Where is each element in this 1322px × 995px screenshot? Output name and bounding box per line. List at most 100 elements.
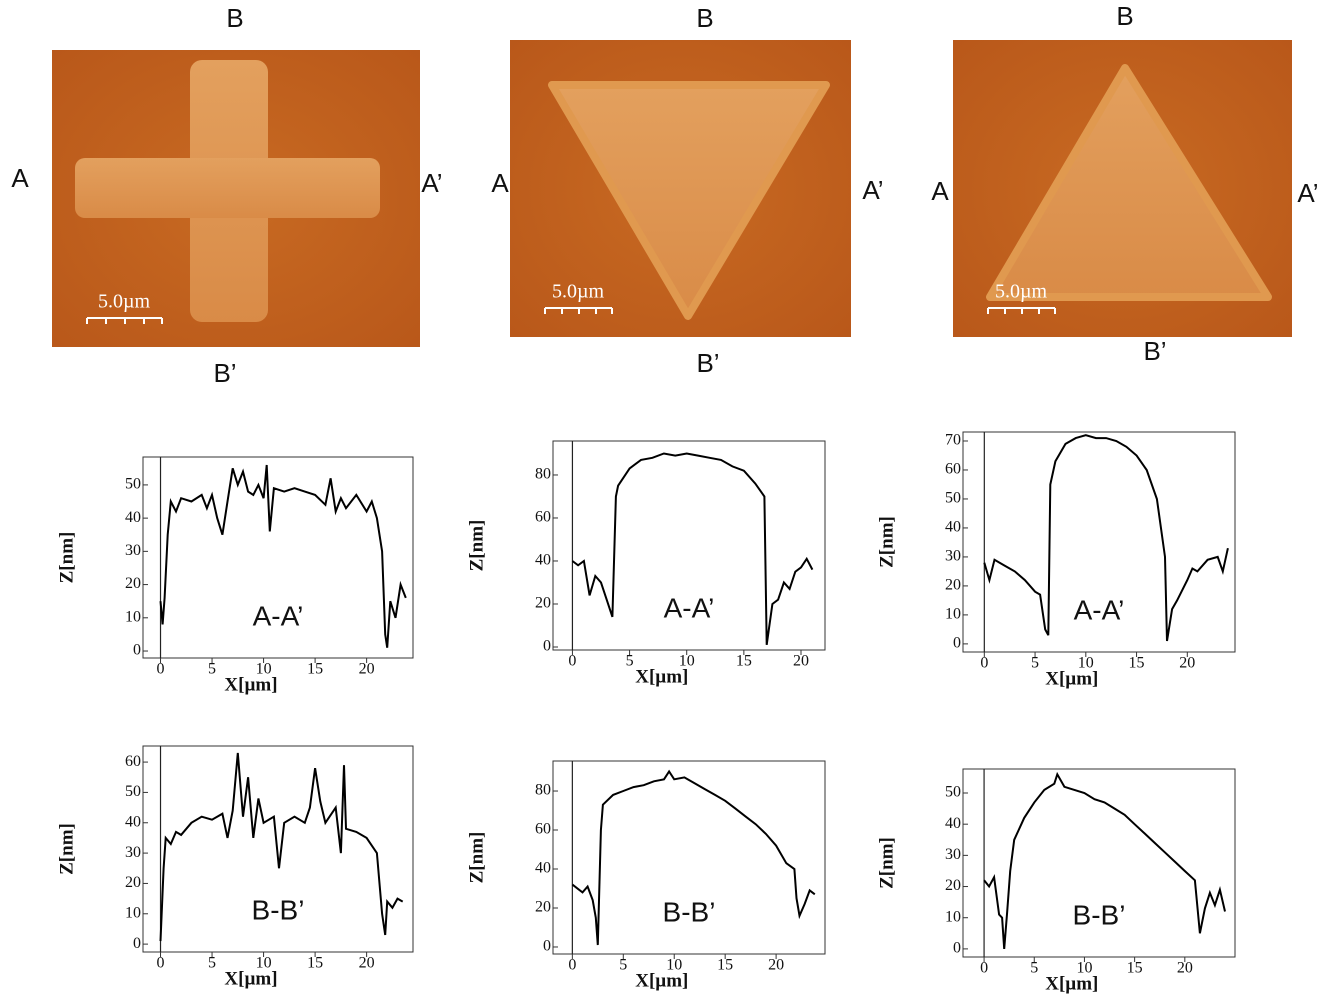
y-tick-label: 40 <box>535 860 551 877</box>
label-left: A <box>11 163 29 193</box>
label-left: A <box>491 168 509 198</box>
x-tick-label: 5 <box>619 957 627 974</box>
y-axis-label: Z[nm] <box>56 532 77 584</box>
y-tick-label: 50 <box>125 476 141 493</box>
y-tick-label: 50 <box>945 490 961 507</box>
label-bottom: B’ <box>1143 336 1166 366</box>
afm-image: 5.0µm B A A’ B’ <box>931 1 1318 366</box>
y-tick-label: 0 <box>953 940 961 957</box>
y-axis-label: Z[nm] <box>56 823 77 875</box>
y-tick-label: 30 <box>945 846 961 863</box>
y-tick-label: 40 <box>125 509 141 526</box>
label-right: A’ <box>421 168 442 198</box>
annotation: B-B’ <box>252 894 305 925</box>
y-tick-label: 0 <box>543 638 551 655</box>
x-tick-label: 20 <box>768 957 784 974</box>
annotation: A-A’ <box>664 592 715 623</box>
y-tick-label: 0 <box>133 935 141 952</box>
y-tick-label: 60 <box>535 821 551 838</box>
x-tick-label: 20 <box>793 653 809 670</box>
label-bottom: B’ <box>696 348 719 378</box>
annotation: A-A’ <box>1074 594 1125 625</box>
y-tick-label: 40 <box>945 815 961 832</box>
y-tick-label: 80 <box>535 466 551 483</box>
y-tick-label: 0 <box>543 938 551 955</box>
y-tick-label: 60 <box>125 753 141 770</box>
y-tick-label: 30 <box>125 844 141 861</box>
x-tick-label: 15 <box>736 653 752 670</box>
x-axis-label: X[µm] <box>224 968 277 989</box>
y-tick-label: 20 <box>125 575 141 592</box>
x-tick-label: 15 <box>1129 655 1145 672</box>
x-tick-label: 0 <box>157 955 165 972</box>
x-tick-label: 5 <box>626 653 634 670</box>
x-axis-label: X[µm] <box>1045 973 1098 994</box>
y-tick-label: 20 <box>945 577 961 594</box>
x-tick-label: 20 <box>1177 960 1193 977</box>
x-tick-label: 15 <box>307 955 323 972</box>
x-axis-label: X[µm] <box>635 666 688 687</box>
page: 5.0µm B A A’ B’ 5.0µm B A A’ B’ 5.0µm B … <box>0 0 1322 995</box>
x-tick-label: 0 <box>980 655 988 672</box>
y-axis-label: Z[nm] <box>466 520 487 572</box>
afm-image: 5.0µm B A A’ B’ <box>11 3 442 388</box>
annotation: B-B’ <box>1073 899 1126 930</box>
y-tick-label: 10 <box>125 608 141 625</box>
y-tick-label: 70 <box>945 432 961 449</box>
x-tick-label: 15 <box>307 661 323 678</box>
label-bottom: B’ <box>213 358 236 388</box>
y-tick-label: 40 <box>535 552 551 569</box>
y-tick-label: 80 <box>535 782 551 799</box>
y-tick-label: 20 <box>945 877 961 894</box>
y-tick-label: 0 <box>133 642 141 659</box>
label-top: B <box>696 3 713 33</box>
y-tick-label: 10 <box>945 908 961 925</box>
label-top: B <box>226 3 243 33</box>
x-tick-label: 5 <box>208 955 216 972</box>
y-tick-label: 30 <box>125 542 141 559</box>
x-tick-label: 15 <box>1127 960 1143 977</box>
x-tick-label: 15 <box>717 957 733 974</box>
y-tick-label: 50 <box>125 783 141 800</box>
y-tick-label: 20 <box>125 874 141 891</box>
figure: 5.0µm B A A’ B’ 5.0µm B A A’ B’ 5.0µm B … <box>0 0 1322 995</box>
y-tick-label: 40 <box>125 813 141 830</box>
label-right: A’ <box>1297 178 1318 208</box>
y-tick-label: 60 <box>945 461 961 478</box>
x-tick-label: 0 <box>157 661 165 678</box>
afm-feature <box>75 158 380 218</box>
x-tick-label: 20 <box>1179 655 1195 672</box>
x-tick-label: 20 <box>359 955 375 972</box>
x-tick-label: 0 <box>980 960 988 977</box>
x-tick-label: 5 <box>1030 960 1038 977</box>
scale-label: 5.0µm <box>98 291 151 313</box>
y-tick-label: 40 <box>945 519 961 536</box>
scale-label: 5.0µm <box>552 281 605 303</box>
x-tick-label: 0 <box>568 957 576 974</box>
x-axis-label: X[µm] <box>1045 668 1098 689</box>
annotation: A-A’ <box>253 600 304 631</box>
label-left: A <box>931 176 949 206</box>
y-axis-label: Z[nm] <box>876 837 897 889</box>
x-axis-label: X[µm] <box>224 674 277 695</box>
x-tick-label: 5 <box>208 661 216 678</box>
y-tick-label: 20 <box>535 899 551 916</box>
y-axis-label: Z[nm] <box>466 832 487 884</box>
y-tick-label: 50 <box>945 784 961 801</box>
x-axis-label: X[µm] <box>635 970 688 991</box>
x-tick-label: 5 <box>1031 655 1039 672</box>
y-axis-label: Z[nm] <box>876 516 897 568</box>
y-tick-label: 30 <box>945 548 961 565</box>
x-tick-label: 0 <box>568 653 576 670</box>
label-right: A’ <box>862 175 883 205</box>
afm-image: 5.0µm B A A’ B’ <box>491 3 883 378</box>
scale-label: 5.0µm <box>995 281 1048 303</box>
y-tick-label: 20 <box>535 595 551 612</box>
y-tick-label: 10 <box>945 606 961 623</box>
annotation: B-B’ <box>663 896 716 927</box>
y-tick-label: 60 <box>535 509 551 526</box>
y-tick-label: 0 <box>953 635 961 652</box>
y-tick-label: 10 <box>125 904 141 921</box>
x-tick-label: 20 <box>359 661 375 678</box>
label-top: B <box>1116 1 1133 31</box>
